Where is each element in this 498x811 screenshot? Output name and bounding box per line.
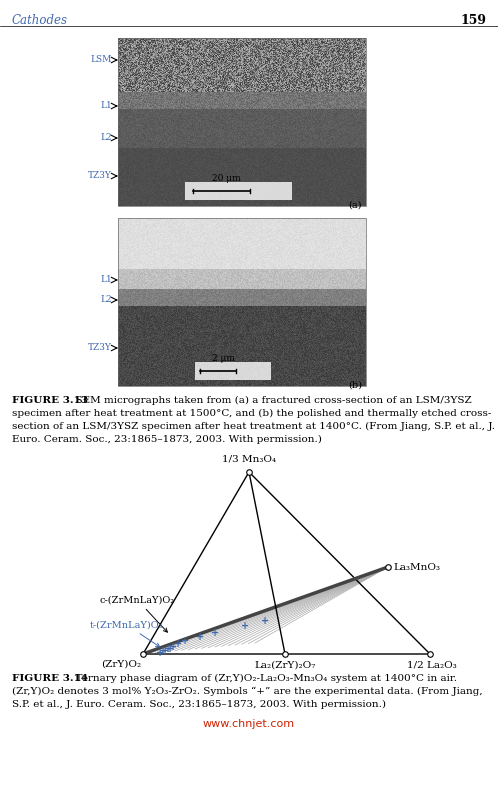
Text: SEM micrographs taken from (a) a fractured cross-section of an LSM/3YSZ: SEM micrographs taken from (a) a fractur… [69, 396, 472, 406]
Text: +: + [166, 644, 174, 654]
Bar [185, 182, 292, 200]
Text: L1: L1 [100, 276, 112, 285]
Text: +: + [169, 642, 177, 652]
Text: Euro. Ceram. Soc., 23:1865–1873, 2003. With permission.): Euro. Ceram. Soc., 23:1865–1873, 2003. W… [12, 435, 322, 444]
Text: 2 μm: 2 μm [212, 354, 235, 363]
Text: +: + [159, 646, 167, 656]
Text: La₃MnO₃: La₃MnO₃ [393, 563, 440, 572]
Text: (Zr,Y)O₂ denotes 3 mol% Y₂O₃-ZrO₂. Symbols “+” are the experimental data. (From : (Zr,Y)O₂ denotes 3 mol% Y₂O₃-ZrO₂. Symbo… [12, 687, 483, 697]
Bar [118, 218, 366, 386]
Text: L2: L2 [101, 134, 112, 143]
Text: 1/3 Mn₃O₄: 1/3 Mn₃O₄ [222, 455, 276, 464]
Text: 20 μm: 20 μm [212, 174, 241, 183]
Text: S.P. et al., J. Euro. Ceram. Soc., 23:1865–1873, 2003. With permission.): S.P. et al., J. Euro. Ceram. Soc., 23:18… [12, 700, 386, 709]
Text: +: + [211, 628, 219, 638]
Text: Cathodes: Cathodes [12, 14, 68, 27]
Text: +: + [156, 648, 164, 658]
Text: L2: L2 [101, 295, 112, 304]
Text: (b): (b) [348, 381, 362, 390]
Text: FIGURE 3.14: FIGURE 3.14 [12, 674, 88, 683]
Text: TZ3Y: TZ3Y [88, 171, 112, 181]
Text: LSM: LSM [91, 55, 112, 65]
Bar [118, 38, 366, 206]
Bar [195, 362, 271, 380]
Text: La₂(ZrY)₂O₇: La₂(ZrY)₂O₇ [254, 661, 316, 670]
Text: 159: 159 [460, 14, 486, 27]
Text: +: + [196, 632, 204, 642]
Text: +: + [181, 636, 189, 646]
Text: +: + [161, 646, 169, 656]
Text: t-(ZrMnLaY)O₂: t-(ZrMnLaY)O₂ [90, 620, 163, 647]
Text: (ZrY)O₂: (ZrY)O₂ [101, 660, 141, 669]
Text: c-(ZrMnLaY)O₂: c-(ZrMnLaY)O₂ [100, 595, 175, 632]
Text: (a): (a) [349, 201, 362, 210]
Text: FIGURE 3.13: FIGURE 3.13 [12, 396, 88, 405]
Text: Ternary phase diagram of (Zr,Y)O₂-La₂O₃-Mn₃O₄ system at 1400°C in air.: Ternary phase diagram of (Zr,Y)O₂-La₂O₃-… [69, 674, 457, 683]
Text: +: + [164, 644, 172, 654]
Text: TZ3Y: TZ3Y [88, 344, 112, 353]
Text: www.chnjet.com: www.chnjet.com [203, 719, 295, 729]
Text: section of an LSM/3YSZ specimen after heat treatment at 1400°C. (From Jiang, S.P: section of an LSM/3YSZ specimen after he… [12, 422, 495, 431]
Text: +: + [241, 621, 249, 631]
Text: specimen after heat treatment at 1500°C, and (b) the polished and thermally etch: specimen after heat treatment at 1500°C,… [12, 409, 492, 418]
Text: L1: L1 [100, 101, 112, 110]
Text: 1/2 La₂O₃: 1/2 La₂O₃ [407, 661, 457, 670]
Text: +: + [174, 639, 182, 649]
Text: +: + [261, 616, 269, 626]
